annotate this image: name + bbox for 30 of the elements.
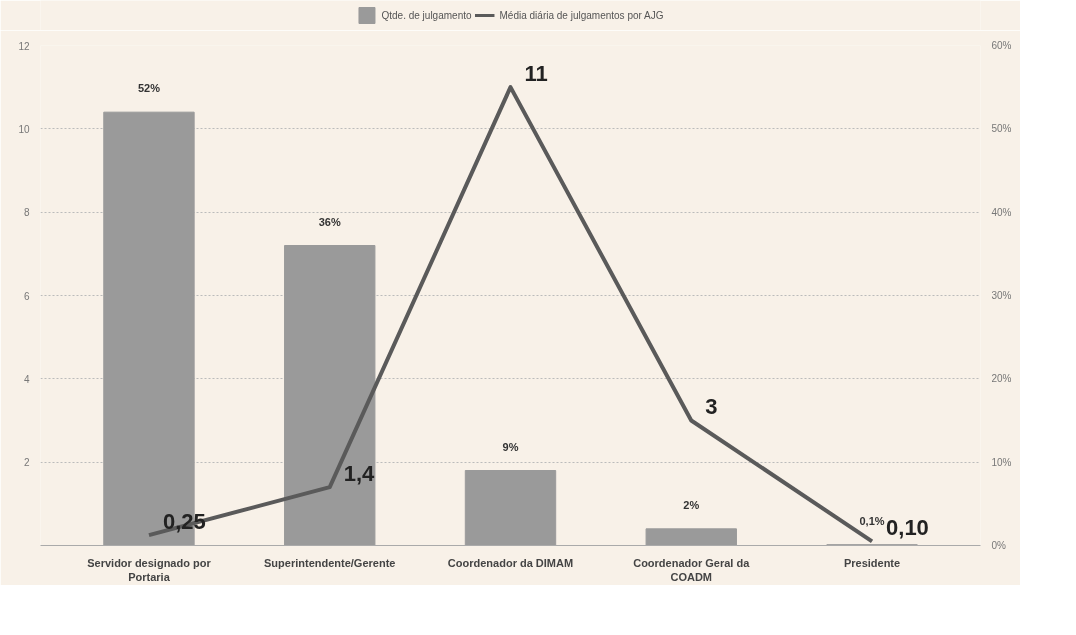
x-tick-label: Coordenador Geral da COADM — [633, 556, 751, 583]
y-tick-label: 4 — [23, 373, 30, 385]
data-label: 52% — [137, 82, 161, 95]
y2-tick-label: 10% — [991, 456, 1012, 468]
y2-tick-label: 20% — [991, 373, 1012, 385]
y-tick-label: 8 — [23, 207, 30, 219]
data-label: 0,1% — [859, 514, 885, 527]
y-tick-label: 12 — [18, 40, 30, 52]
y-tick-label: 6 — [23, 290, 30, 302]
y-tick-label: 10 — [18, 123, 30, 135]
x-tick-label: Presidente — [843, 556, 901, 569]
y2-tick-label: 0% — [991, 540, 1007, 551]
y2-tick-label: 50% — [991, 123, 1012, 135]
data-label: 36% — [318, 215, 341, 228]
data-label: 1,4 — [343, 460, 376, 486]
x-tick-label: Coordenador da DIMAM — [447, 556, 574, 569]
y2-tick-label: 60% — [991, 40, 1012, 51]
legend-label: Qtde. de julgamento — [381, 9, 472, 21]
y-tick-label: 2 — [23, 457, 30, 469]
data-label: 0,25 — [162, 508, 206, 534]
data-label: 9% — [502, 440, 519, 453]
data-label: 11 — [524, 60, 548, 86]
data-label: 0,10 — [886, 514, 929, 540]
data-label: 3 — [705, 394, 718, 419]
y2-tick-label: 40% — [991, 206, 1012, 218]
legend-label: Média diária de julgamentos por AJG — [499, 9, 664, 21]
data-label: 2% — [683, 498, 700, 511]
x-tick-label: Servidor designado por Portaria — [87, 556, 212, 583]
x-tick-label: Superintendente/Gerente — [264, 556, 396, 569]
y2-tick-label: 30% — [991, 290, 1012, 301]
